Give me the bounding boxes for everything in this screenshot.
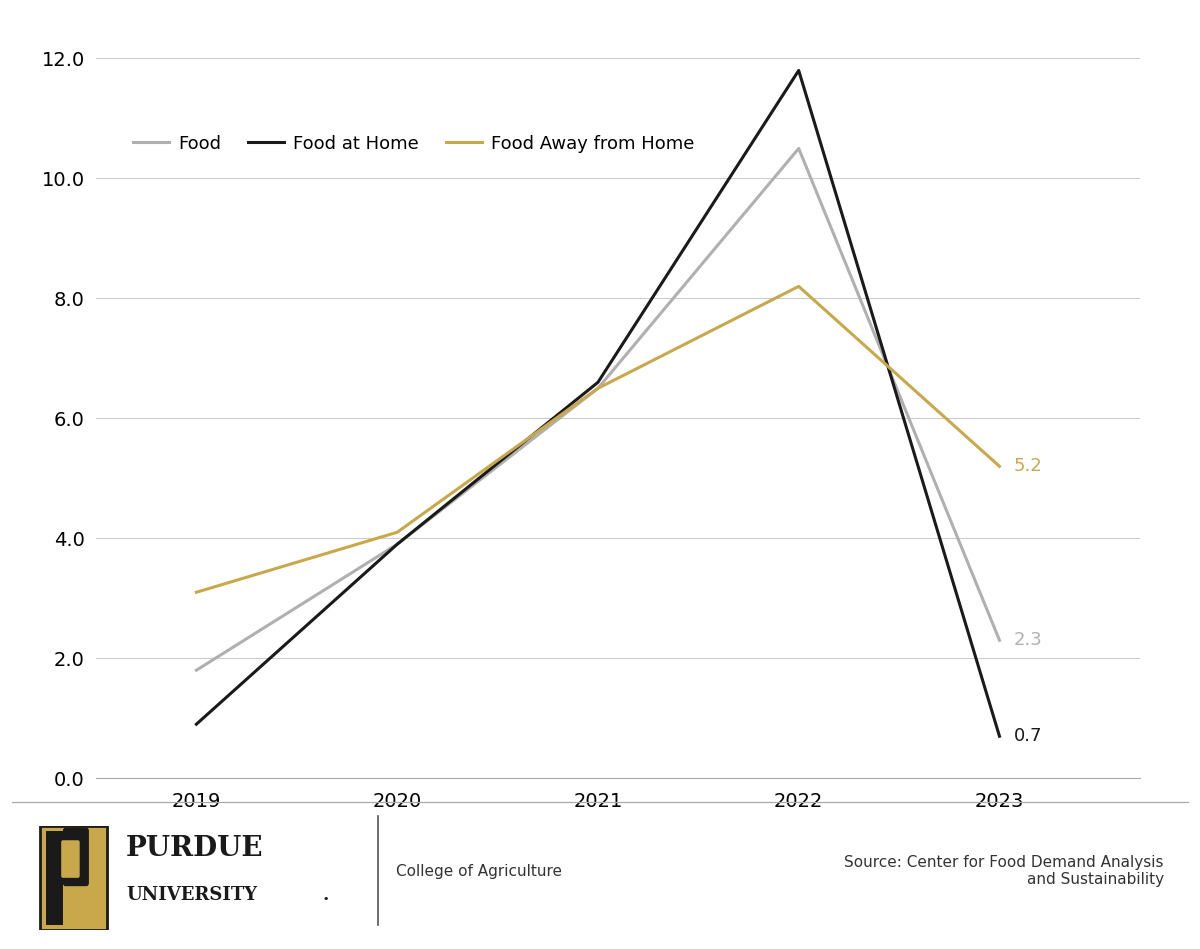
- Bar: [46, 831, 62, 924]
- Text: 0.7: 0.7: [1014, 727, 1042, 745]
- Legend: Food, Food at Home, Food Away from Home: Food, Food at Home, Food Away from Home: [126, 127, 702, 160]
- Bar: [46, 865, 84, 883]
- Text: PURDUE: PURDUE: [126, 835, 264, 862]
- FancyBboxPatch shape: [61, 840, 79, 878]
- Text: UNIVERSITY: UNIVERSITY: [126, 886, 257, 903]
- Bar: [46, 831, 84, 852]
- Text: .: .: [323, 886, 329, 903]
- Polygon shape: [41, 826, 108, 930]
- Text: Source: Center for Food Demand Analysis
and Sustainability: Source: Center for Food Demand Analysis …: [845, 855, 1164, 887]
- Text: College of Agriculture: College of Agriculture: [396, 864, 562, 879]
- Text: 2.3: 2.3: [1014, 631, 1043, 649]
- FancyBboxPatch shape: [62, 828, 89, 886]
- Text: 5.2: 5.2: [1014, 457, 1043, 475]
